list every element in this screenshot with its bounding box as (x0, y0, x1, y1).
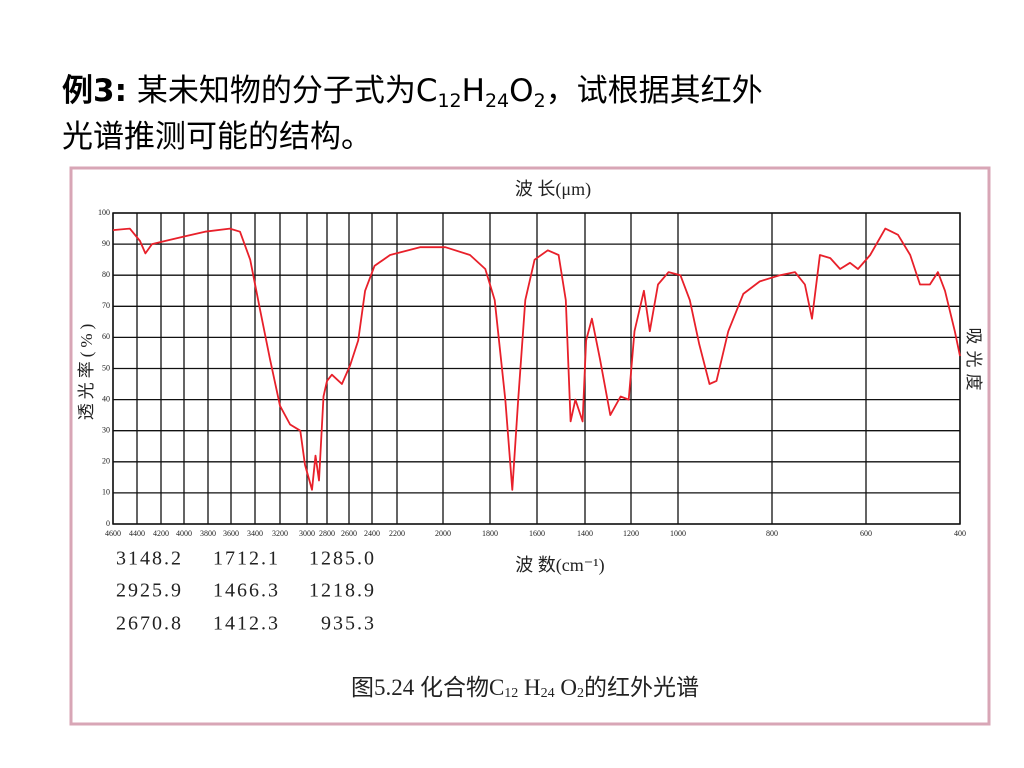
y-tick-label: 0 (106, 519, 110, 528)
y-tick-label: 10 (102, 488, 110, 497)
x-tick-label: 1800 (482, 529, 498, 538)
x-tick-label: 4200 (153, 529, 169, 538)
x-tick-label: 4400 (129, 529, 145, 538)
x-tick-label: 2800 (319, 529, 335, 538)
x-tick-label: 3200 (272, 529, 288, 538)
spectrum-line (112, 227, 961, 491)
caption-text: 的红外光谱 (584, 675, 699, 700)
subscript: 12 (504, 686, 518, 701)
figure-frame (69, 166, 991, 726)
subscript: 2 (577, 686, 584, 701)
x-tick-label: 2400 (364, 529, 380, 538)
peak-value: 3148.2 (116, 548, 183, 570)
peak-value: 1712.1 (213, 548, 280, 570)
peak-value: 935.3 (321, 613, 376, 635)
peak-value: 1412.3 (213, 613, 280, 635)
x-tick-label: 3000 (299, 529, 315, 538)
caption-text: H (518, 675, 540, 700)
plot-frame (112, 212, 961, 525)
y-tick-label: 80 (102, 270, 110, 279)
x-axis-label: 波 数(cm⁻¹) (515, 555, 604, 576)
subscript: 2 (533, 90, 546, 112)
heading-text: 光谱推测可能的结构。 (62, 119, 372, 155)
peak-value: 1466.3 (213, 580, 280, 602)
y-axis-label: 透光率(%) (77, 320, 96, 420)
x-tick-label: 3400 (247, 529, 263, 538)
x-tick-label: 2600 (341, 529, 357, 538)
y-tick-label: 60 (102, 332, 110, 341)
y2-axis-label: 吸光度 (964, 328, 983, 397)
y-tick-label: 90 (102, 239, 110, 248)
y-tick-label: 50 (102, 363, 110, 372)
peak-value: 2670.8 (116, 613, 183, 635)
caption: 图5.24 化合物C12 H24 O2的红外光谱 (351, 675, 699, 701)
x-tick-label: 1600 (529, 529, 545, 538)
y-tick-label: 100 (98, 208, 110, 217)
heading-text: 某未知物的分子式为C (126, 73, 438, 109)
subscript: 24 (541, 686, 555, 701)
y-tick-label: 30 (102, 426, 110, 435)
x-tick-label: 400 (954, 529, 966, 538)
caption-text: O (555, 675, 577, 700)
y-tick-label: 20 (102, 457, 110, 466)
top-axis-label: 波 长(μm) (515, 179, 591, 200)
x-tick-label: 1400 (577, 529, 593, 538)
heading-label: 例3: (62, 73, 127, 109)
heading-text: O (509, 73, 534, 109)
heading-text: ，试根据其红外 (545, 73, 763, 109)
x-tick-label: 3800 (200, 529, 216, 538)
x-tick-label: 1000 (670, 529, 686, 538)
y-tick-label: 40 (102, 394, 110, 403)
x-tick-label: 3600 (223, 529, 239, 538)
x-tick-label: 2200 (389, 529, 405, 538)
x-tick-label: 600 (860, 529, 872, 538)
heading: 例3: 某未知物的分子式为C12H24O2，试根据其红外光谱推测可能的结构。 (62, 68, 763, 160)
y-tick-label: 70 (102, 301, 110, 310)
x-tick-label: 1200 (623, 529, 639, 538)
peak-value: 2925.9 (116, 580, 183, 602)
subscript: 24 (484, 90, 510, 112)
peak-value: 1218.9 (309, 580, 376, 602)
x-tick-label: 4000 (176, 529, 192, 538)
x-tick-label: 2000 (435, 529, 451, 538)
x-tick-label: 4600 (105, 529, 121, 538)
heading-text: H (461, 73, 485, 109)
peak-value: 1285.0 (309, 548, 376, 570)
caption-text: 图5.24 化合物C (351, 675, 504, 700)
subscript: 12 (437, 90, 462, 112)
x-tick-label: 800 (766, 529, 778, 538)
